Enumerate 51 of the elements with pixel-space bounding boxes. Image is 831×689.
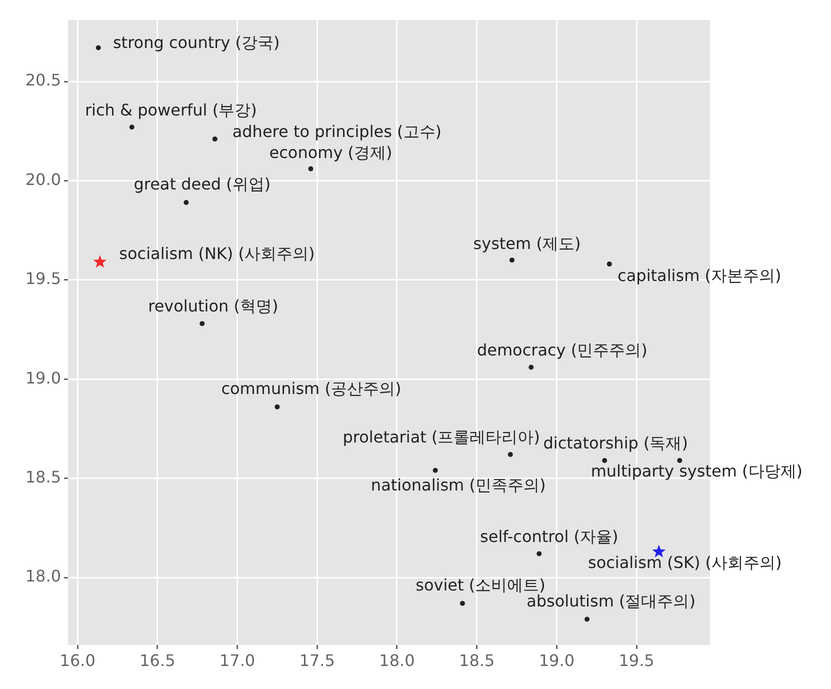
- series-label: nationalism (민족주의): [370, 476, 546, 495]
- x-tick-label: 17.0: [219, 650, 256, 670]
- point: [606, 262, 612, 267]
- x-tick-label: 16.5: [140, 650, 176, 670]
- series-label: adhere to principles (고수): [232, 122, 442, 142]
- y-tick-label: 19.0: [25, 368, 61, 388]
- x-tick-label: 19.5: [618, 650, 654, 670]
- point: [96, 45, 101, 50]
- series-label: great deed (위업): [134, 174, 271, 194]
- point: [129, 124, 134, 130]
- point: [212, 136, 218, 142]
- point: [184, 200, 189, 206]
- y-tick-label: 19.5: [25, 269, 61, 288]
- y-tick-label: 20.0: [25, 170, 61, 189]
- point: [509, 258, 514, 263]
- series-label: dictatorship (독재): [543, 434, 688, 453]
- series-label: socialism (SK) (사회주의): [588, 552, 782, 572]
- point: [200, 321, 205, 326]
- y-tick-label: 18.0: [25, 566, 61, 586]
- series-label: economy (경제): [269, 142, 392, 162]
- point: [432, 468, 438, 473]
- series-label: revolution (혁명): [148, 296, 278, 316]
- point: [602, 458, 608, 463]
- point: [536, 551, 542, 556]
- text: communism (공산주의): [221, 379, 402, 398]
- point: [460, 600, 465, 606]
- series-label: socialism (NK) (사회주의): [119, 244, 315, 264]
- text: democracy (민주주의): [476, 340, 648, 360]
- series-label: capitalism (자본주의): [618, 266, 782, 286]
- series-label: proletariat (프롤레타리아): [342, 428, 540, 447]
- point: [274, 404, 280, 410]
- point: [652, 544, 666, 558]
- point: [308, 166, 314, 172]
- point: [584, 616, 590, 622]
- point: [677, 458, 682, 463]
- x-tick-label: 19.0: [538, 650, 574, 670]
- y-tick-label: 20.5: [25, 70, 61, 90]
- series-label: soviet (소비에트): [416, 575, 546, 594]
- series-label: strong country (강국): [112, 32, 280, 52]
- y-tick-label: 18.5: [25, 467, 61, 486]
- x-tick-label: 16.0: [60, 650, 96, 670]
- text: rich & powerful (부강): [84, 100, 257, 120]
- series-label: system (제도): [473, 234, 581, 254]
- point: [528, 364, 534, 370]
- point: [508, 452, 513, 458]
- x-tick-label: 18.0: [379, 650, 415, 670]
- point: [93, 255, 107, 268]
- x-tick-label: 18.5: [459, 650, 495, 670]
- x-tick-label: 17.5: [299, 650, 335, 670]
- series-label: self-control (자율): [480, 526, 618, 546]
- series-label: multiparty system (다당제): [590, 462, 802, 481]
